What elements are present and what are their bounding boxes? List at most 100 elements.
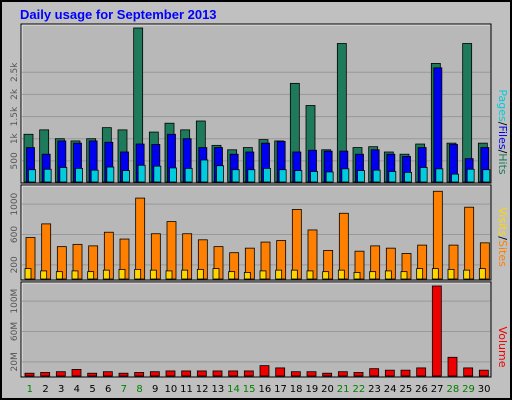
- x-tick-label: 14: [227, 384, 240, 395]
- y-tick-label: 1.5k: [10, 106, 20, 126]
- x-tick-label: 8: [136, 384, 142, 395]
- visits-bar: [353, 272, 361, 280]
- visits-bar: [431, 268, 439, 280]
- x-tick-label: 27: [431, 384, 444, 395]
- chart-title: Daily usage for September 2013: [20, 7, 217, 22]
- y-tick-label: 60M: [10, 322, 20, 341]
- pages-bar: [137, 164, 146, 183]
- volume-bar: [71, 369, 82, 377]
- pages-bar: [341, 168, 350, 183]
- pages-bar: [482, 169, 491, 183]
- pages-bar: [404, 171, 412, 183]
- visits-bar: [259, 270, 267, 280]
- visits-bar: [384, 270, 392, 280]
- pages-bar: [388, 171, 397, 183]
- x-tick-label: 18: [290, 384, 303, 395]
- visits-bar: [212, 268, 220, 280]
- x-tick-label: 17: [274, 384, 287, 395]
- pages-bar: [216, 165, 224, 183]
- visits-bar: [306, 270, 314, 280]
- y-tick-label: 500: [10, 152, 20, 169]
- y-tick-label: 100M: [10, 289, 20, 314]
- volume-bar: [134, 372, 145, 377]
- x-tick-label: 13: [211, 384, 224, 395]
- visits-bar: [165, 270, 173, 280]
- legend-volume: Volume: [496, 327, 509, 368]
- y-tick-label: 1k: [10, 132, 20, 144]
- x-tick-label: 26: [415, 384, 428, 395]
- x-tick-label: 10: [164, 384, 177, 395]
- volume-bar: [353, 372, 364, 377]
- y-tick-label: 200: [10, 256, 20, 273]
- x-tick-label: 22: [352, 384, 365, 395]
- sites-bar: [432, 190, 443, 280]
- x-tick-label: 23: [368, 384, 381, 395]
- x-tick-label: 24: [384, 384, 397, 395]
- pages-bar: [122, 170, 130, 183]
- x-tick-label: 1: [27, 384, 33, 395]
- x-tick-label: 11: [180, 384, 193, 395]
- volume-bar: [149, 371, 160, 377]
- visits-bar: [416, 268, 424, 280]
- visits-bar: [55, 271, 63, 280]
- x-tick-label: 9: [152, 384, 158, 395]
- pages-bar: [451, 173, 459, 183]
- y-tick-label: 20M: [10, 352, 20, 371]
- legend-separator: /: [496, 236, 509, 240]
- volume-bar: [102, 371, 113, 377]
- volume-bar: [416, 367, 427, 377]
- legend-hits: Hits: [496, 153, 509, 175]
- pages-bar: [435, 168, 444, 183]
- y-tick-label: 2.5k: [10, 62, 20, 82]
- sites-bar: [464, 206, 475, 280]
- visits-bar: [118, 268, 126, 280]
- panel-frame: [20, 23, 492, 184]
- visits-bar: [87, 271, 95, 280]
- volume-bar: [87, 372, 98, 377]
- x-tick-label: 4: [74, 384, 80, 395]
- visits-bar: [102, 269, 110, 280]
- volume-bar: [24, 372, 35, 377]
- legend-visits-sites: Visits/Sites: [496, 207, 509, 267]
- pages-bar: [59, 167, 68, 183]
- volume-bar: [306, 371, 317, 377]
- x-tick-label: 12: [196, 384, 209, 395]
- volume-bar: [447, 356, 458, 377]
- x-tick-label: 6: [105, 384, 111, 395]
- pages-bar: [294, 170, 303, 183]
- y-tick-label: 2k: [10, 88, 20, 100]
- visits-bar: [290, 269, 298, 280]
- volume-bar: [337, 371, 348, 377]
- pages-bar: [419, 167, 428, 183]
- pages-bar: [247, 169, 256, 183]
- pages-bar: [43, 168, 52, 183]
- pages-bar: [169, 167, 177, 183]
- visits-bar: [400, 271, 408, 280]
- panel-volume: 20M 60M 100M: [10, 281, 492, 378]
- volume-bar: [181, 370, 192, 377]
- files-bar: [433, 67, 443, 183]
- x-tick-label: 15: [243, 384, 256, 395]
- x-tick-label: 7: [121, 384, 127, 395]
- legend-separator: /: [496, 122, 509, 126]
- volume-bar: [290, 371, 301, 377]
- pages-bar: [75, 167, 83, 183]
- x-tick-label: 19: [305, 384, 318, 395]
- sites-bar: [166, 221, 177, 280]
- volume-bar: [275, 367, 286, 377]
- x-tick-label: 5: [89, 384, 95, 395]
- volume-bar: [165, 370, 176, 377]
- volume-bar: [384, 369, 395, 377]
- volume-bar: [369, 368, 380, 377]
- volume-bar: [40, 372, 51, 377]
- visits-bar: [337, 269, 345, 280]
- x-tick-label: 25: [399, 384, 412, 395]
- pages-bar: [106, 166, 115, 183]
- visits-bar: [275, 269, 283, 280]
- volume-bar: [118, 372, 129, 377]
- visits-bar: [24, 268, 32, 280]
- sites-bar: [291, 209, 302, 280]
- legend-separator: /: [496, 150, 509, 154]
